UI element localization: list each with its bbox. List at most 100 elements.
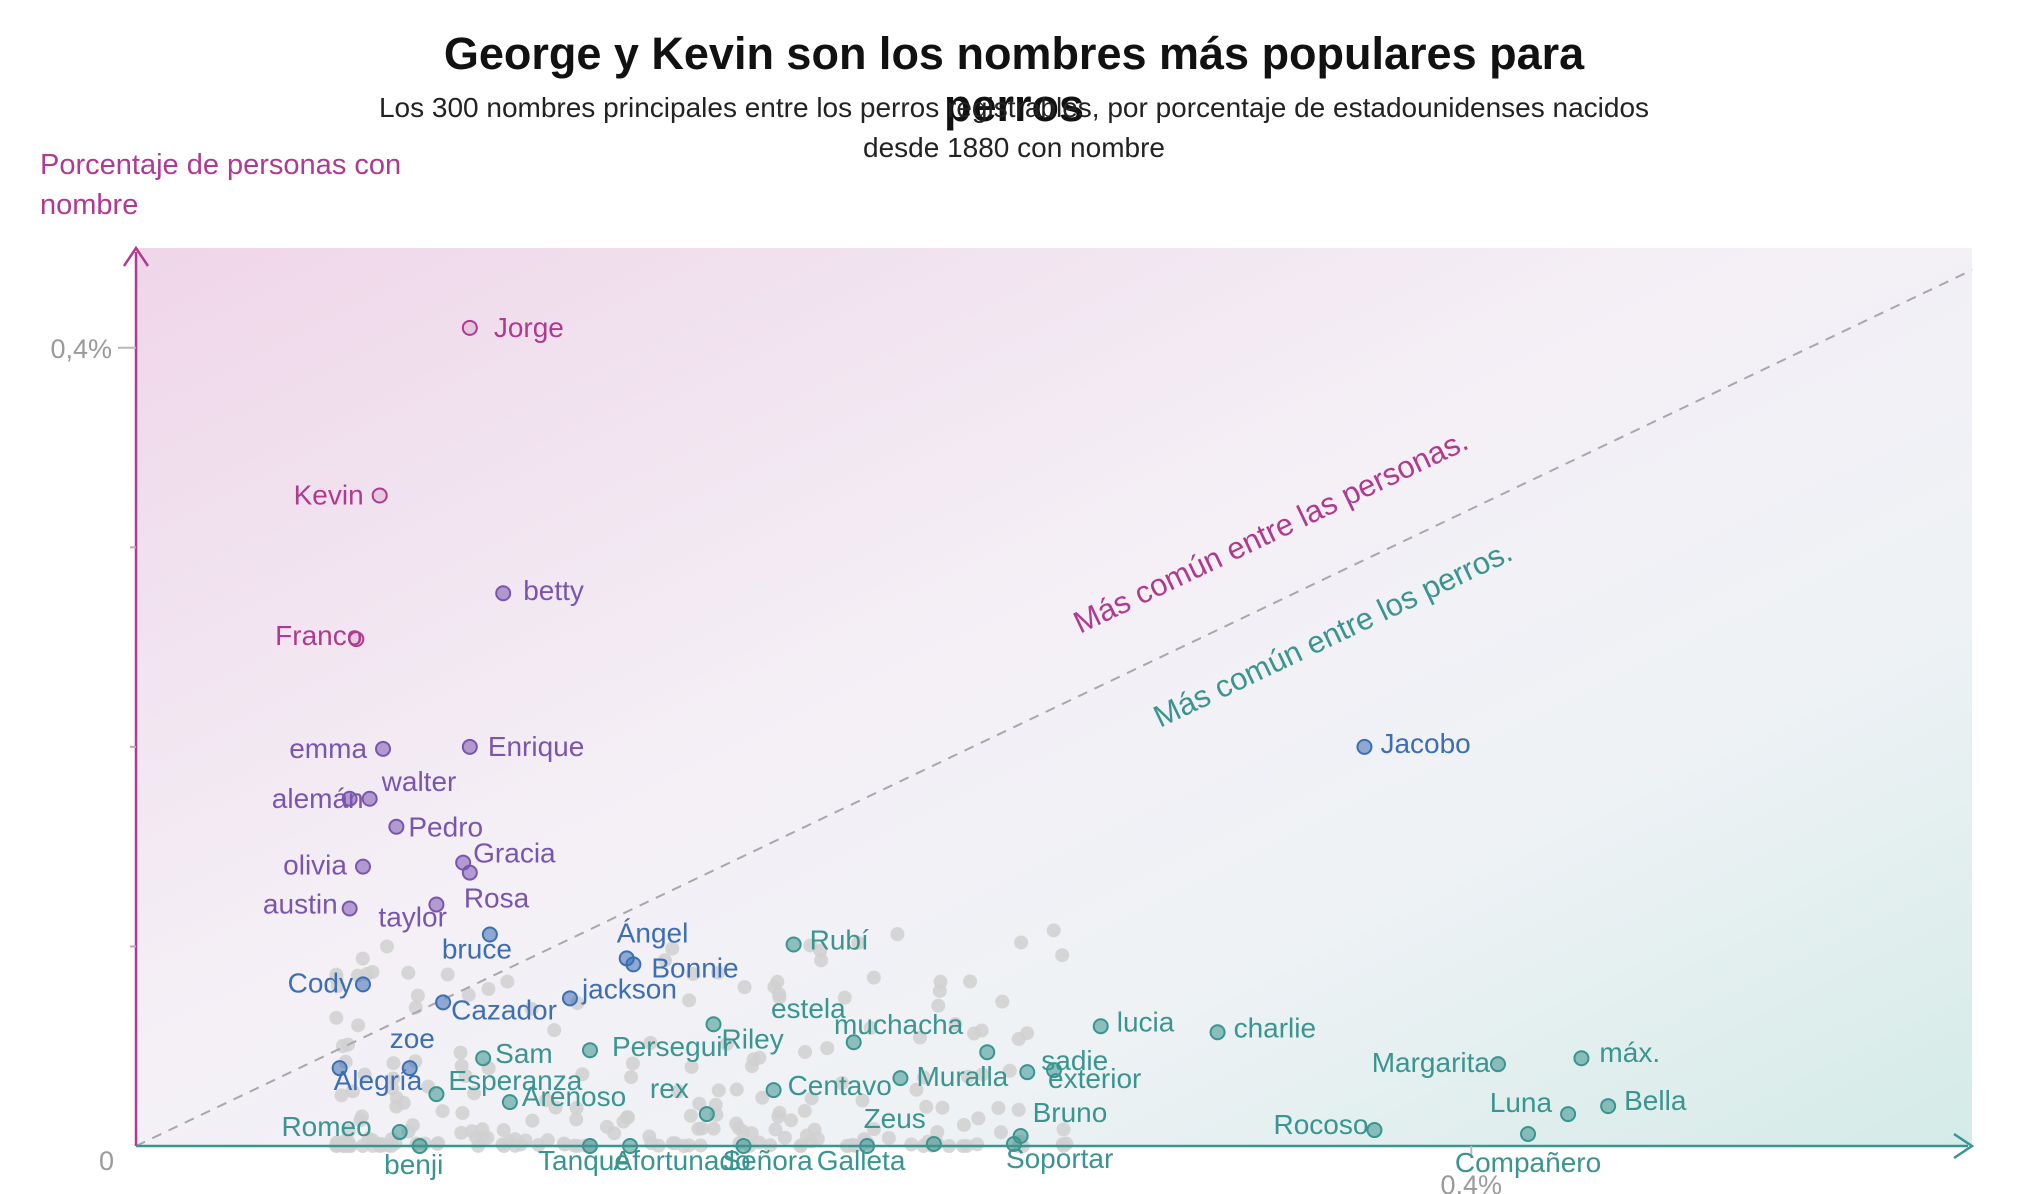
data-point[interactable]: charlie xyxy=(1209,1012,1316,1043)
background-point xyxy=(454,1058,469,1073)
data-point[interactable]: Luna xyxy=(1490,1087,1577,1123)
y-axis-arrow xyxy=(122,245,150,267)
data-point[interactable]: Romeo xyxy=(281,1111,408,1142)
data-point[interactable]: bruce xyxy=(442,926,512,964)
data-point[interactable]: Centavo xyxy=(765,1070,892,1101)
data-point[interactable]: taylor xyxy=(378,896,447,933)
point-label: Compañero xyxy=(1455,1147,1601,1178)
data-point[interactable]: Bruno xyxy=(1012,1097,1108,1145)
point-marker xyxy=(1046,1062,1062,1079)
data-point[interactable]: Muralla xyxy=(892,1061,1009,1092)
data-point[interactable]: Bonnie xyxy=(625,952,739,983)
background-point xyxy=(405,1118,420,1133)
background-point xyxy=(963,974,978,989)
point-marker xyxy=(1560,1106,1577,1123)
background-point xyxy=(931,998,946,1013)
data-point[interactable]: Soportar xyxy=(1005,1136,1113,1174)
data-point[interactable]: Rocoso xyxy=(1274,1109,1383,1140)
point-marker xyxy=(428,1086,445,1103)
data-point[interactable]: máx. xyxy=(1573,1037,1660,1068)
data-point[interactable]: alemán xyxy=(272,783,364,814)
point-label: benji xyxy=(384,1149,443,1180)
point-label: Riley xyxy=(722,1023,784,1054)
data-point[interactable]: emma xyxy=(289,733,392,764)
point-marker xyxy=(348,631,365,648)
data-point[interactable]: Ángel xyxy=(617,917,689,967)
data-point[interactable]: Gracia xyxy=(455,838,556,871)
data-point[interactable]: Jorge xyxy=(461,312,564,343)
data-point[interactable]: rex xyxy=(650,1073,715,1123)
background-point xyxy=(777,1130,792,1145)
point-label: Bruno xyxy=(1033,1097,1108,1128)
background-point xyxy=(453,1045,468,1060)
data-point[interactable]: estela xyxy=(771,993,862,1051)
background-point xyxy=(569,1112,584,1127)
point-label: Centavo xyxy=(788,1070,892,1101)
data-point[interactable]: betty xyxy=(495,575,584,606)
data-point[interactable]: Arenoso xyxy=(501,1081,626,1112)
point-label: alemán xyxy=(272,783,364,814)
background-point xyxy=(385,1081,400,1096)
background-point xyxy=(379,939,394,954)
data-point[interactable]: walter xyxy=(361,766,457,807)
data-point[interactable]: Enrique xyxy=(461,731,585,762)
data-point[interactable]: Señora xyxy=(722,1138,813,1176)
point-marker xyxy=(1356,738,1373,755)
background-point xyxy=(970,1137,985,1152)
data-point[interactable]: Compañero xyxy=(1455,1126,1601,1178)
point-label: Romeo xyxy=(281,1111,371,1142)
background-point xyxy=(746,1052,761,1067)
background-point xyxy=(967,1026,982,1041)
background-point xyxy=(1011,1102,1026,1117)
data-point[interactable]: Pedro xyxy=(388,812,483,843)
background-point xyxy=(1011,1031,1026,1046)
data-point[interactable]: Perseguir xyxy=(581,1031,732,1062)
point-label: Afortunado xyxy=(614,1145,751,1176)
x-tick-label: 0 xyxy=(99,1146,114,1176)
background-point xyxy=(671,1084,686,1099)
data-point[interactable]: Margarita xyxy=(1372,1047,1506,1078)
data-point[interactable]: Bella xyxy=(1600,1085,1687,1116)
data-point[interactable]: Tanque xyxy=(538,1138,630,1176)
background-point xyxy=(386,1056,401,1071)
data-point[interactable]: Galleta xyxy=(817,1138,906,1176)
background-point xyxy=(454,1125,469,1140)
data-point[interactable]: Franco xyxy=(275,620,365,651)
data-point[interactable]: austin xyxy=(263,889,358,920)
point-marker xyxy=(371,487,388,504)
data-point[interactable]: Riley xyxy=(705,1016,784,1054)
reference-line xyxy=(135,269,1973,1147)
background-point xyxy=(1055,1137,1070,1152)
data-point[interactable]: Cazador xyxy=(435,994,557,1025)
data-point[interactable]: jackson xyxy=(561,973,677,1007)
point-marker xyxy=(375,740,392,757)
data-point[interactable]: Cody xyxy=(288,967,371,998)
point-marker xyxy=(1019,1064,1036,1081)
data-point[interactable]: Kevin xyxy=(294,479,388,510)
data-point[interactable]: Zeus xyxy=(864,1103,942,1153)
point-label: Zeus xyxy=(864,1103,926,1134)
data-point[interactable]: Alegría xyxy=(331,1060,423,1096)
data-point[interactable]: olivia xyxy=(283,850,371,881)
background-point xyxy=(784,1113,799,1128)
data-point[interactable]: zoe xyxy=(390,1023,435,1077)
background-point xyxy=(525,1113,540,1128)
data-point[interactable]: Rubí xyxy=(785,924,869,955)
data-point[interactable]: Afortunado xyxy=(614,1138,751,1176)
point-marker xyxy=(1573,1050,1590,1067)
point-marker xyxy=(1005,1136,1022,1153)
background-point xyxy=(706,1121,721,1136)
point-marker xyxy=(735,1138,752,1154)
data-point[interactable]: Jacobo xyxy=(1356,728,1471,759)
data-point[interactable]: exterior xyxy=(1046,1062,1141,1094)
point-label: Soportar xyxy=(1006,1143,1113,1174)
data-point[interactable]: Esperanza xyxy=(428,1065,583,1103)
point-label: Enrique xyxy=(488,731,585,762)
data-point[interactable]: benji xyxy=(384,1138,443,1180)
data-point[interactable]: lucia xyxy=(1092,1006,1175,1037)
point-label: emma xyxy=(289,733,367,764)
data-point[interactable]: Rosa xyxy=(461,864,530,914)
data-point[interactable]: Sam xyxy=(475,1038,553,1069)
point-label: betty xyxy=(523,575,584,606)
y-axis-label: Porcentaje de personas con nombre xyxy=(40,149,402,221)
